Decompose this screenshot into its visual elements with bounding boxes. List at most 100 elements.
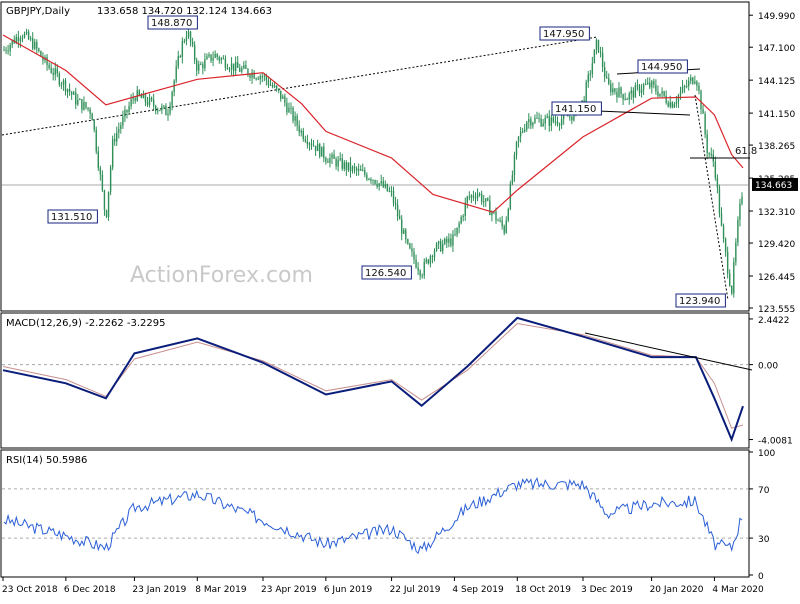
rsi-layer — [3, 476, 743, 555]
candle — [32, 32, 34, 51]
candle — [626, 97, 628, 100]
candle — [606, 70, 608, 79]
candle — [347, 162, 350, 173]
candle — [29, 35, 32, 42]
candle-body — [138, 90, 140, 96]
candle-body — [193, 44, 196, 61]
candle-body — [511, 175, 514, 184]
candle-body — [302, 130, 304, 140]
candle-body — [175, 66, 177, 81]
retracement-line — [694, 94, 729, 301]
candle-body — [50, 68, 52, 73]
candle-body — [34, 41, 36, 49]
candle-body — [122, 116, 124, 126]
candle-body — [11, 39, 13, 45]
candle-body — [257, 78, 259, 80]
rsi-title: RSI(14) 50.5986 — [6, 455, 87, 466]
candle — [706, 129, 708, 160]
candle — [58, 71, 61, 87]
candle-body — [601, 52, 604, 68]
candle — [189, 30, 192, 47]
candle-body — [468, 196, 471, 198]
candle — [306, 134, 309, 149]
candle — [378, 182, 380, 191]
candle — [405, 227, 407, 244]
candle — [144, 92, 147, 107]
candle-body — [614, 88, 616, 92]
candle-body — [58, 73, 61, 85]
candle-body — [155, 105, 157, 112]
candle-body — [495, 211, 497, 221]
candle-body — [167, 113, 169, 116]
candle — [109, 164, 112, 196]
candle-body — [562, 112, 565, 119]
candle-body — [298, 125, 300, 133]
candle — [296, 113, 298, 131]
candle — [698, 82, 700, 95]
candle — [671, 101, 673, 109]
candle — [331, 152, 333, 164]
price-annotation: 131.510 — [47, 209, 98, 224]
candle-body — [191, 41, 194, 45]
candle-body — [439, 241, 442, 252]
candle-body — [593, 49, 596, 64]
candle — [228, 67, 231, 73]
candle-body — [737, 219, 739, 243]
candle — [152, 93, 155, 110]
candle — [636, 79, 639, 91]
candle — [741, 192, 743, 206]
candle — [620, 86, 622, 98]
date-tick-label: 23 Apr 2019 — [261, 585, 317, 595]
candle-body — [653, 81, 655, 85]
candle-body — [550, 117, 553, 126]
candle-body — [540, 118, 542, 127]
candle — [616, 87, 618, 103]
candle — [433, 248, 436, 262]
candle — [288, 102, 290, 113]
candle-body — [733, 261, 735, 294]
candle — [239, 63, 241, 73]
candle-body — [700, 90, 702, 110]
candle-body — [327, 161, 329, 163]
annotation-box — [147, 15, 198, 30]
candle — [374, 179, 376, 185]
candle — [513, 151, 516, 182]
candle-body — [169, 105, 171, 114]
candle — [673, 102, 676, 108]
candle — [150, 96, 153, 102]
candle — [120, 121, 122, 134]
candle — [345, 160, 348, 177]
candle-body — [483, 201, 485, 203]
candle — [409, 242, 411, 250]
candle-body — [677, 95, 680, 102]
candle — [54, 62, 56, 81]
watermark: ActionForex.com — [130, 263, 313, 288]
candle — [651, 79, 653, 94]
candle-body — [89, 109, 91, 114]
candle — [148, 93, 151, 108]
candle — [655, 79, 657, 95]
candle-body — [729, 273, 731, 287]
candle — [653, 78, 655, 89]
candle-body — [278, 88, 280, 91]
panel-frames — [0, 1, 750, 578]
candle-body — [118, 128, 120, 133]
candle-body — [585, 82, 587, 103]
candle-body — [679, 91, 682, 96]
last-price-tag: 134.663 — [752, 177, 798, 191]
candle — [343, 160, 345, 172]
candle-body — [54, 68, 56, 75]
candle-body — [95, 129, 97, 152]
candle — [353, 163, 356, 174]
candle-body — [347, 162, 350, 170]
candle — [99, 165, 102, 181]
candle — [255, 77, 257, 81]
macd-signal-line — [2, 322, 744, 429]
candle — [458, 221, 460, 234]
candle-body — [103, 190, 106, 211]
candle — [663, 90, 665, 98]
price-panel-frame — [0, 1, 750, 312]
candle-body — [378, 183, 380, 187]
candle-body — [48, 65, 50, 69]
candle — [546, 113, 548, 119]
